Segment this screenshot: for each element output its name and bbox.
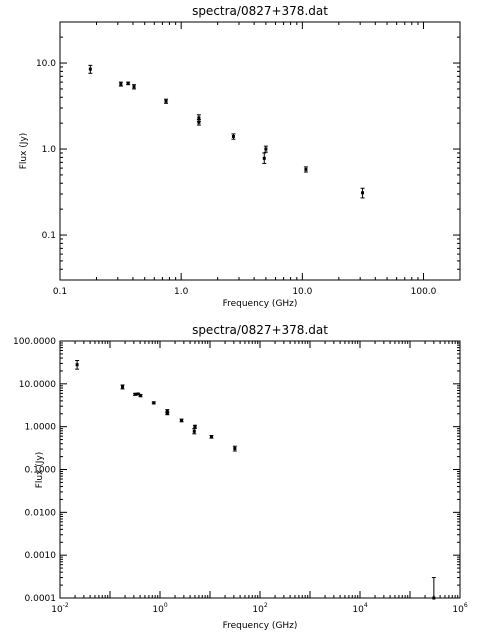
data-point bbox=[262, 152, 267, 164]
data-point bbox=[126, 81, 131, 86]
x-tick-label: 100 bbox=[152, 602, 167, 615]
top-chart-title: spectra/0827+378.dat bbox=[192, 4, 328, 18]
data-point bbox=[232, 445, 237, 452]
point-marker bbox=[88, 67, 92, 71]
data-point bbox=[138, 394, 143, 398]
point-marker bbox=[133, 392, 137, 396]
point-marker bbox=[136, 392, 140, 396]
data-point bbox=[131, 84, 136, 90]
point-marker bbox=[180, 418, 184, 422]
x-tick-label: 100.0 bbox=[411, 287, 437, 297]
top-x-axis-label: Frequency (GHz) bbox=[223, 299, 298, 309]
data-point bbox=[120, 384, 125, 390]
bottom-x-axis-label: Frequency (GHz) bbox=[223, 621, 298, 631]
point-marker bbox=[197, 116, 201, 120]
x-tick-label: 104 bbox=[352, 602, 367, 615]
point-marker bbox=[197, 120, 201, 124]
data-point bbox=[231, 133, 236, 140]
x-tick-label: 10.0 bbox=[292, 287, 312, 297]
top-y-axis-label: Flux (Jy) bbox=[19, 133, 29, 170]
point-marker bbox=[165, 411, 169, 415]
point-marker bbox=[209, 435, 213, 439]
point-marker bbox=[304, 167, 308, 171]
y-tick-label: 1.0 bbox=[42, 145, 57, 155]
data-point bbox=[164, 98, 169, 104]
y-tick-label: 0.1000 bbox=[25, 466, 57, 476]
point-marker bbox=[132, 85, 136, 89]
bottom-chart-frame bbox=[59, 340, 461, 599]
top-data-points bbox=[88, 64, 365, 199]
data-point bbox=[263, 145, 268, 153]
data-point bbox=[431, 577, 436, 600]
data-point bbox=[360, 187, 365, 199]
x-tick-label: 1.0 bbox=[174, 287, 189, 297]
y-tick-label: 1.0000 bbox=[25, 423, 57, 433]
point-marker bbox=[192, 429, 196, 433]
data-point bbox=[179, 418, 184, 423]
point-marker bbox=[152, 401, 156, 405]
y-tick-label: 10.0000 bbox=[19, 380, 56, 390]
x-tick-label: 106 bbox=[452, 602, 467, 615]
point-marker bbox=[233, 446, 237, 450]
y-tick-label: 0.1 bbox=[42, 231, 56, 241]
data-point bbox=[192, 424, 197, 429]
y-tick-label: 10.0 bbox=[36, 59, 56, 69]
bottom-chart-title: spectra/0827+378.dat bbox=[192, 323, 328, 337]
data-point bbox=[192, 428, 197, 435]
top-chart-frame bbox=[59, 21, 461, 281]
point-marker bbox=[262, 156, 266, 160]
y-tick-label: 100.0000 bbox=[13, 337, 56, 347]
point-marker bbox=[231, 134, 235, 138]
point-marker bbox=[361, 191, 365, 195]
point-marker bbox=[432, 596, 436, 600]
bottom-chart-panel: spectra/0827+378.dat Frequency (GHz) Flu… bbox=[13, 323, 468, 631]
data-point bbox=[118, 81, 123, 87]
point-marker bbox=[164, 99, 168, 103]
point-marker bbox=[119, 82, 123, 86]
y-tick-label: 0.0010 bbox=[25, 551, 57, 561]
y-tick-label: 0.0100 bbox=[25, 508, 57, 518]
data-point bbox=[196, 119, 201, 126]
top-chart-panel: spectra/0827+378.dat Frequency (GHz) Flu… bbox=[19, 4, 461, 309]
x-tick-label: 10-2 bbox=[51, 602, 69, 615]
point-marker bbox=[193, 425, 197, 429]
data-point bbox=[75, 360, 80, 370]
bottom-y-axis-label: Flux (Jy) bbox=[35, 452, 45, 489]
data-point bbox=[303, 166, 308, 173]
bottom-data-points bbox=[75, 360, 436, 600]
point-marker bbox=[75, 363, 79, 367]
x-tick-label: 102 bbox=[252, 602, 267, 615]
point-marker bbox=[121, 385, 125, 389]
bottom-axis-ticks: 10-2 100 102 104 106 0.0001 0.0010 0.0100 0.1000… bbox=[13, 337, 468, 615]
point-marker bbox=[139, 394, 143, 398]
data-point bbox=[88, 64, 93, 74]
y-tick-label: 0.0001 bbox=[25, 594, 57, 604]
top-axis-ticks: 0.1 1.0 10.0 100.0 0.1 1.0 10.0 bbox=[36, 21, 461, 297]
point-marker bbox=[126, 81, 130, 85]
data-point bbox=[151, 401, 156, 405]
data-point bbox=[209, 435, 214, 439]
x-tick-label: 0.1 bbox=[53, 287, 67, 297]
data-point bbox=[165, 411, 170, 416]
point-marker bbox=[264, 147, 268, 151]
